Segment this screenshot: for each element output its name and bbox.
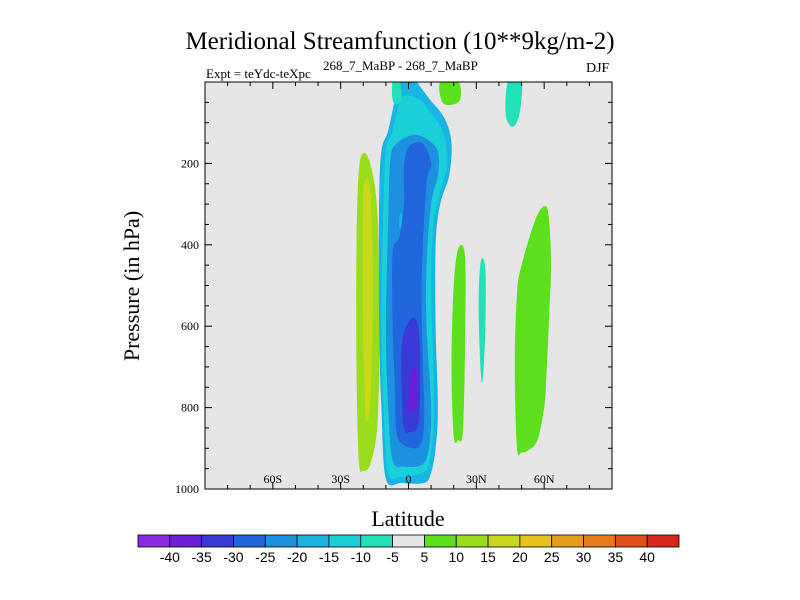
x-tick-label: 0 — [406, 472, 412, 486]
colorbar-label: 15 — [480, 549, 496, 565]
colorbar-swatch — [455, 534, 489, 548]
contour-green-nh-large — [514, 205, 551, 456]
y-tick-label: 1000 — [175, 482, 199, 496]
colorbar-label: 30 — [576, 549, 592, 565]
contour-blue-35 — [408, 366, 418, 413]
y-tick-label: 200 — [181, 156, 199, 170]
y-axis-label: Pressure (in hPa) — [119, 211, 144, 361]
colorbar-swatch — [264, 534, 298, 548]
chart-subtitle: 268_7_MaBP - 268_7_MaBP — [323, 58, 478, 73]
y-tick-label: 400 — [181, 238, 199, 252]
colorbar-label: -5 — [386, 549, 399, 565]
colorbar-swatch — [137, 534, 171, 548]
colorbar-label: 5 — [421, 549, 429, 565]
colorbar-label: 40 — [639, 549, 655, 565]
season-label: DJF — [586, 61, 610, 76]
colorbar-label: -25 — [255, 549, 275, 565]
experiment-label: Expt = teYdc-teXpc — [206, 66, 311, 81]
colorbar-swatch — [169, 534, 203, 548]
colorbar-swatch — [201, 534, 234, 548]
colorbar-swatch — [646, 534, 680, 548]
x-tick-label: 60S — [263, 472, 282, 486]
colorbar-label: 20 — [512, 549, 528, 565]
colorbar-label: 35 — [608, 549, 624, 565]
colorbar-swatch — [551, 534, 584, 548]
x-axis-label: Latitude — [371, 506, 444, 531]
colorbar-label: -10 — [351, 549, 371, 565]
colorbar-swatch — [424, 534, 457, 548]
colorbar-label: -30 — [223, 549, 243, 565]
contour-teal-top-nh — [505, 82, 523, 127]
contour-cyan-left-sliver — [399, 211, 402, 229]
contour-teal-nh-sliver — [478, 258, 486, 383]
contour-yellow-sh-band — [363, 178, 373, 423]
colorbar-label: 10 — [448, 549, 464, 565]
colorbar-label: -40 — [160, 549, 180, 565]
contour-green-nh-strip — [451, 244, 466, 444]
colorbar-swatch — [296, 534, 330, 548]
colorbar-label: -15 — [319, 549, 339, 565]
colorbar-label: -20 — [287, 549, 307, 565]
y-tick-label: 600 — [181, 319, 199, 333]
colorbar-swatch — [233, 534, 266, 548]
chart-title: Meridional Streamfunction (10**9kg/m-2) — [185, 28, 615, 55]
colorbar-swatch — [360, 534, 393, 548]
x-tick-label: 30N — [466, 472, 487, 486]
colorbar-swatch — [583, 534, 616, 548]
colorbar-swatch — [519, 534, 553, 548]
colorbar-swatch — [392, 534, 425, 548]
x-tick-label: 60N — [534, 472, 555, 486]
colorbar-swatch — [487, 534, 521, 548]
colorbar-label: -35 — [192, 549, 212, 565]
colorbar-swatch — [328, 534, 362, 548]
contour-green-top-equator — [439, 82, 462, 106]
y-tick-label: 800 — [181, 401, 199, 415]
colorbar-swatch — [614, 534, 648, 548]
x-tick-label: 30S — [331, 472, 350, 486]
colorbar-label: 25 — [544, 549, 560, 565]
contour-blue-30 — [401, 317, 421, 433]
contour-teal-top-left — [391, 82, 402, 105]
